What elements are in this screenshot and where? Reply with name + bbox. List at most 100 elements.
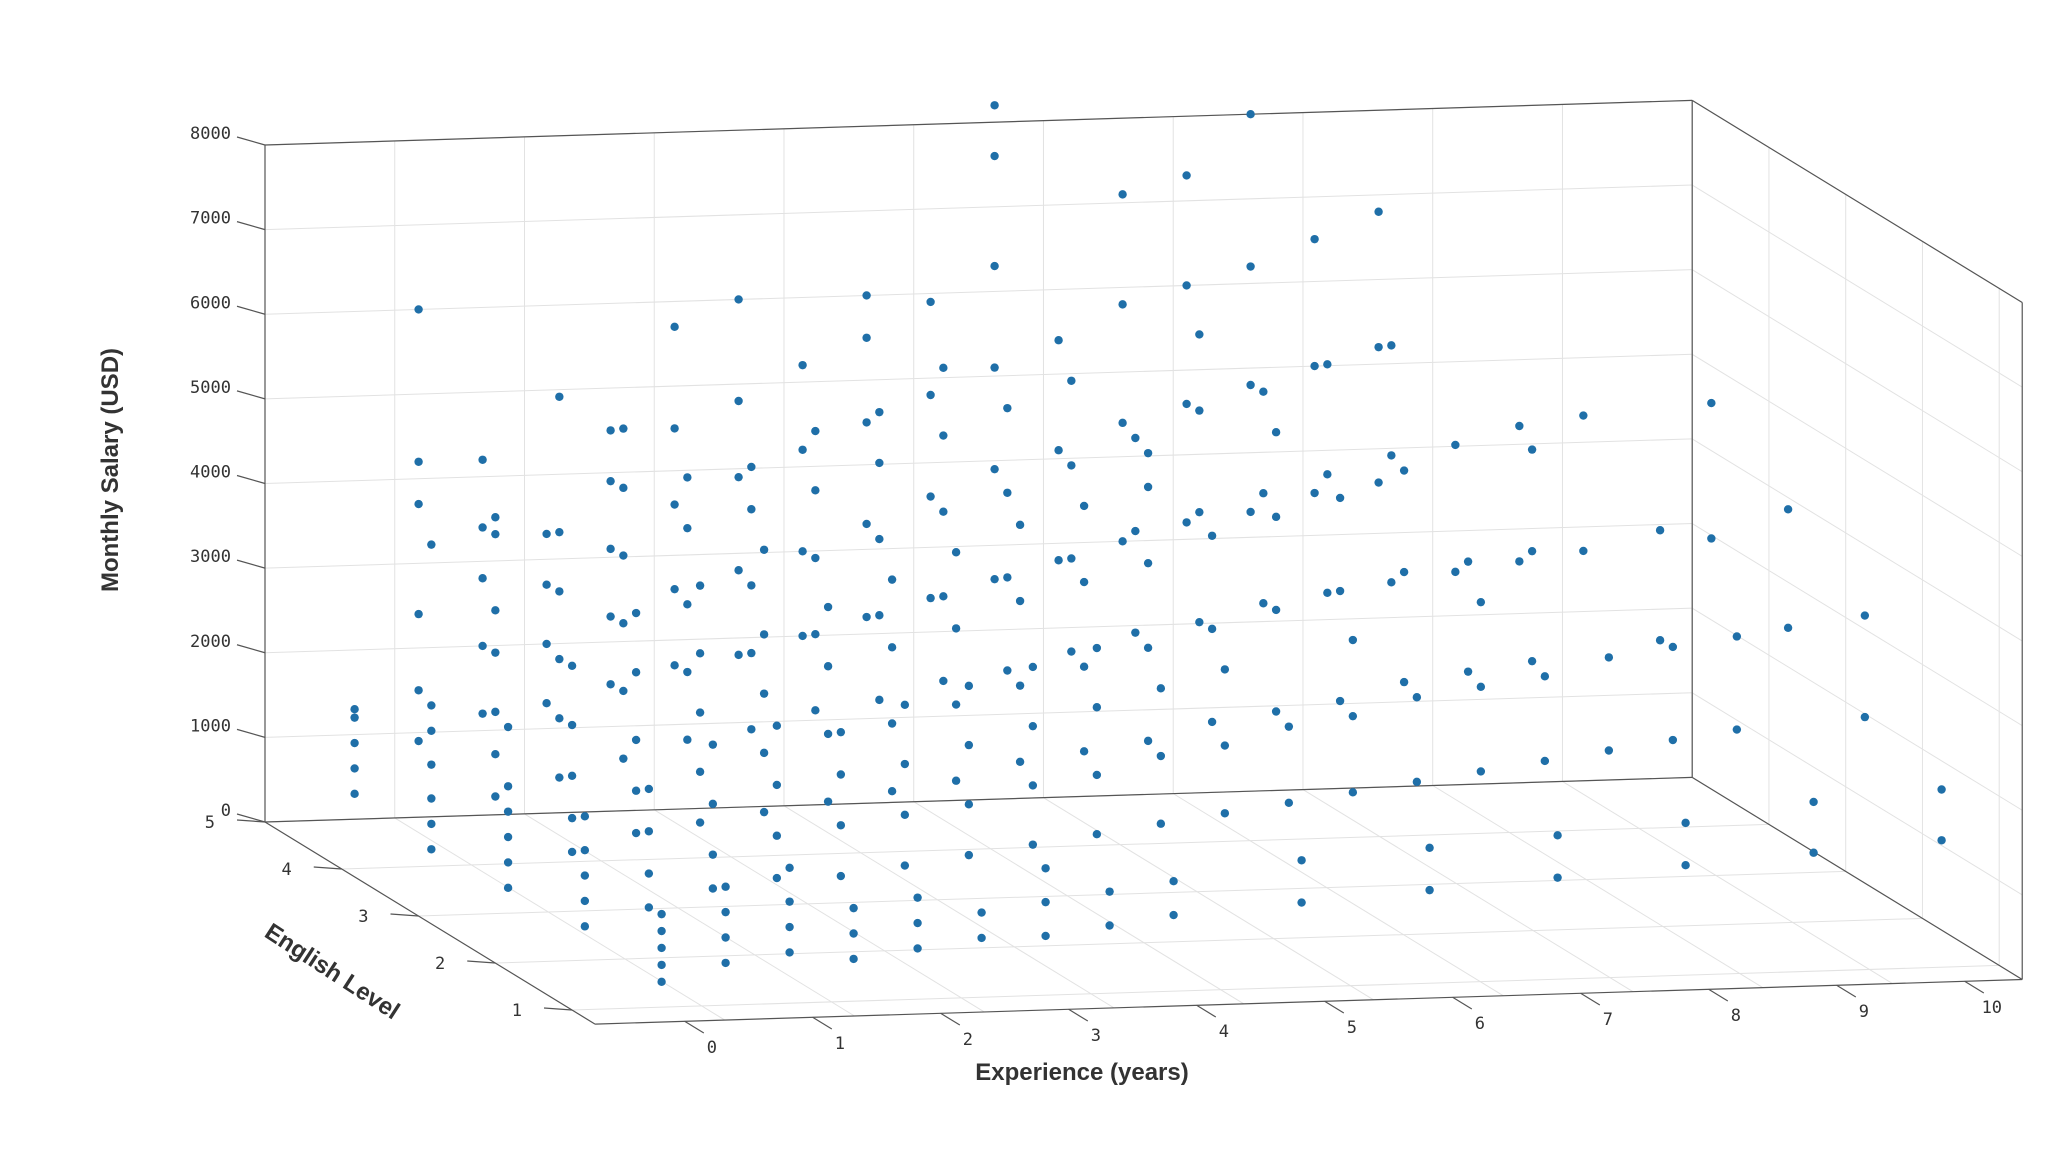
data-point (1310, 488, 1319, 498)
data-point (1540, 672, 1550, 681)
data-point (1143, 736, 1153, 746)
tick-labels: 0 1 2 3 4 5 6 7 8 9 101234501000200030004000500060… (190, 124, 2002, 1058)
grid-line-back-horizontal (264, 184, 1693, 231)
data-point (1540, 756, 1550, 766)
x-tick-label: 0 (707, 1038, 717, 1058)
data-point (1425, 843, 1434, 852)
data-point (708, 740, 718, 749)
data-point (427, 760, 436, 769)
data-point (1207, 717, 1217, 727)
data-point (862, 291, 871, 300)
data-point (900, 861, 910, 870)
data-point (631, 735, 641, 745)
data-point (1015, 757, 1025, 766)
data-point (478, 455, 487, 464)
data-point (695, 708, 705, 717)
data-point (1118, 190, 1127, 199)
x-tick-mark (812, 1016, 833, 1030)
data-point (555, 654, 564, 664)
data-point (1246, 110, 1255, 119)
data-point (491, 606, 500, 615)
data-point (683, 473, 692, 482)
z-tick-label: 6000 (190, 293, 231, 313)
z-tick-mark (236, 390, 266, 400)
data-point (798, 360, 807, 370)
data-point (1067, 461, 1076, 470)
data-point (1259, 387, 1268, 396)
data-point (1220, 809, 1230, 818)
data-point (695, 767, 705, 776)
z-tick-label: 3000 (190, 547, 231, 567)
data-point (631, 786, 641, 795)
data-point (1246, 507, 1255, 517)
grid-layer (264, 99, 2023, 1025)
z-tick-mark (236, 559, 266, 569)
z-tick-mark (236, 136, 266, 146)
grid-line-side-horizontal (1691, 438, 2023, 642)
x-tick-label: 10 (1982, 998, 2002, 1018)
data-point (1604, 746, 1614, 755)
data-point (1246, 262, 1255, 271)
data-point (503, 807, 513, 816)
data-point (567, 847, 577, 857)
data-point (503, 722, 513, 732)
data-point (1284, 798, 1294, 807)
z-tick-label: 5000 (190, 378, 231, 398)
data-point (1387, 578, 1396, 587)
data-point (606, 680, 615, 689)
data-point (555, 527, 564, 537)
data-point (747, 505, 756, 514)
data-point (990, 151, 999, 161)
data-point (964, 740, 974, 750)
x-tick-mark (1708, 988, 1729, 1002)
data-point (657, 960, 666, 970)
data-point (1054, 556, 1063, 565)
data-point (1259, 489, 1268, 498)
data-point (772, 721, 782, 730)
data-point (734, 396, 743, 406)
data-point (491, 513, 500, 522)
data-point (836, 871, 846, 881)
data-point (503, 782, 513, 791)
grid-line-side-horizontal (1691, 353, 2023, 557)
data-point (1412, 693, 1422, 702)
data-point (1374, 342, 1383, 352)
data-point (900, 759, 910, 769)
data-point (759, 748, 769, 758)
data-point (606, 612, 615, 621)
data-point (1809, 797, 1818, 807)
data-point (580, 922, 590, 931)
data-point (862, 333, 871, 342)
grid-line-floor-depth (783, 805, 1115, 1009)
data-point (683, 600, 692, 609)
data-point (1399, 677, 1409, 687)
data-point (759, 807, 769, 817)
data-point (708, 799, 718, 809)
data-point (1527, 445, 1537, 454)
data-point (427, 794, 436, 803)
data-point (1195, 507, 1204, 517)
data-point (350, 789, 359, 799)
grid-line-side-horizontal (1691, 607, 2023, 811)
x-tick-label: 5 (1347, 1018, 1357, 1038)
data-point (1067, 554, 1076, 563)
data-point (1732, 632, 1742, 641)
data-point (1348, 711, 1358, 721)
data-point (542, 639, 551, 649)
data-point (964, 800, 974, 809)
data-point (1079, 501, 1089, 511)
z-tick-label: 1000 (190, 716, 231, 736)
data-point (491, 529, 500, 539)
data-point (350, 738, 359, 748)
data-point (1143, 558, 1153, 568)
data-point (644, 903, 654, 912)
data-point (875, 695, 884, 705)
y-tick-mark (543, 1007, 573, 1011)
z-tick-mark (236, 813, 266, 823)
data-point (567, 661, 577, 670)
data-point (1399, 567, 1409, 577)
data-point (977, 908, 986, 917)
data-point (1169, 876, 1178, 886)
data-point (555, 587, 564, 596)
